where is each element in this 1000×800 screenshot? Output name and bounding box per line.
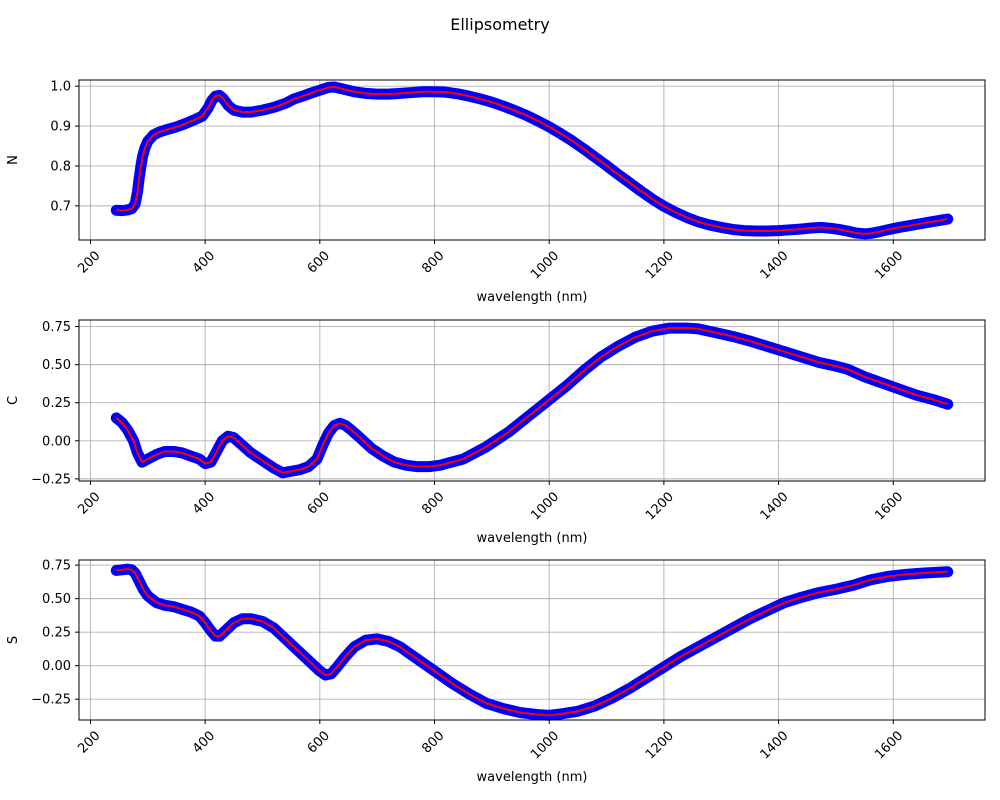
x-tick-label: 1600 <box>872 489 906 523</box>
series-c-fit-line <box>115 327 949 474</box>
y-axis-label: N <box>6 155 21 165</box>
figure-title: Ellipsometry <box>450 15 549 34</box>
x-axis-label: wavelength (nm) <box>477 290 588 305</box>
x-tick-label: 800 <box>419 489 447 517</box>
x-tick-label: 1200 <box>643 248 677 282</box>
x-tick-label: 400 <box>190 489 218 517</box>
x-tick-label: 400 <box>190 728 218 756</box>
x-tick-label: 1200 <box>643 728 677 762</box>
y-tick-label: 0.9 <box>50 120 71 135</box>
x-tick-label: 800 <box>419 728 447 756</box>
x-tick-label: 200 <box>75 248 103 276</box>
y-tick-label: 0.00 <box>42 434 71 449</box>
y-tick-label: 0.00 <box>42 659 71 674</box>
x-tick-label: 1000 <box>528 248 562 282</box>
x-tick-label: 800 <box>419 248 447 276</box>
x-axis-label: wavelength (nm) <box>477 531 588 546</box>
series-s-fit-line <box>116 568 948 717</box>
y-tick-label: 0.75 <box>42 559 71 574</box>
x-tick-label: 600 <box>305 248 333 276</box>
x-tick-label: 400 <box>190 248 218 276</box>
y-tick-label: −0.25 <box>31 693 71 708</box>
subplot-n: 200 400 600 800 1000 1200 1400 1600 0.7 0.8 0.9 1.0… <box>6 79 986 305</box>
axes-frame-s <box>78 559 986 721</box>
y-tick-label: 0.25 <box>42 396 71 411</box>
y-axis-label: S <box>6 636 21 644</box>
x-tick-label: 1000 <box>528 728 562 762</box>
y-tick-label: 0.8 <box>50 159 71 174</box>
x-tick-label: 1400 <box>758 728 792 762</box>
y-tick-label: −0.25 <box>31 472 71 487</box>
x-tick-label: 1000 <box>528 489 562 523</box>
x-tick-label: 600 <box>305 489 333 517</box>
x-tick-label: 1600 <box>872 248 906 282</box>
y-tick-label: 0.50 <box>42 592 71 607</box>
axes-frame-n <box>78 79 986 241</box>
x-axis-label: wavelength (nm) <box>477 770 588 785</box>
x-tick-label: 1400 <box>758 248 792 282</box>
x-tick-label: 200 <box>75 489 103 517</box>
y-tick-label: 0.25 <box>42 626 71 641</box>
y-tick-label: 1.0 <box>50 80 71 95</box>
x-tick-label: 1200 <box>643 489 677 523</box>
x-tick-label: 200 <box>75 728 103 756</box>
y-tick-label: 0.7 <box>50 199 71 214</box>
y-tick-label: 0.50 <box>42 358 71 373</box>
axes-frame-c <box>78 319 986 482</box>
x-tick-label: 600 <box>305 728 333 756</box>
y-axis-label: C <box>6 396 21 405</box>
x-tick-label: 1400 <box>758 489 792 523</box>
y-tick-label: 0.75 <box>42 320 71 335</box>
series-c-markers-band <box>110 322 954 479</box>
subplot-c: 200 400 600 800 1000 1200 1400 1600 −0.25 0.00 0.2… <box>6 319 986 546</box>
subplot-s: 200 400 600 800 1000 1200 1400 1600 −0.25 0.00 0.2… <box>6 559 986 785</box>
series-n-fit-line <box>116 85 948 235</box>
x-tick-label: 1600 <box>872 728 906 762</box>
